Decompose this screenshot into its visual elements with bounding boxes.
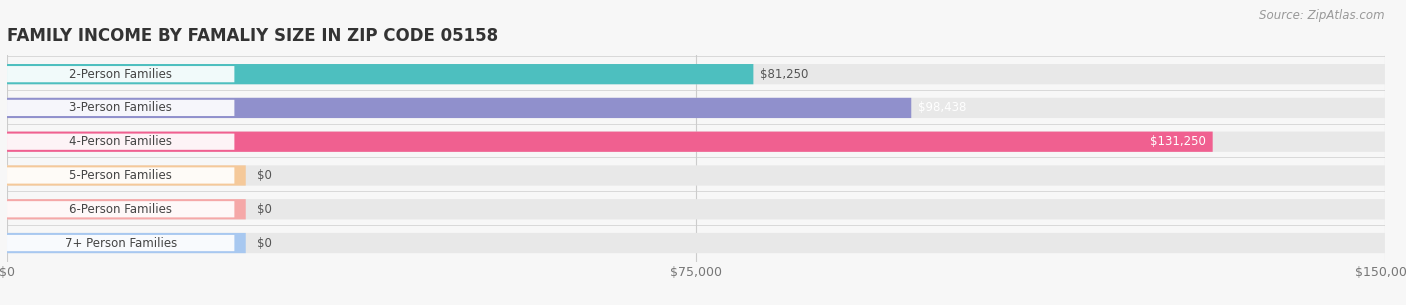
Text: $131,250: $131,250 <box>1150 135 1206 148</box>
Text: 5-Person Families: 5-Person Families <box>69 169 172 182</box>
FancyBboxPatch shape <box>7 199 246 219</box>
Text: $81,250: $81,250 <box>761 68 808 81</box>
FancyBboxPatch shape <box>7 201 235 217</box>
FancyBboxPatch shape <box>7 165 246 186</box>
FancyBboxPatch shape <box>7 165 1385 186</box>
Text: 2-Person Families: 2-Person Families <box>69 68 172 81</box>
Text: 7+ Person Families: 7+ Person Families <box>65 237 177 249</box>
FancyBboxPatch shape <box>7 100 235 116</box>
FancyBboxPatch shape <box>7 131 1385 152</box>
FancyBboxPatch shape <box>7 66 235 82</box>
Text: 3-Person Families: 3-Person Families <box>69 102 172 114</box>
Text: $0: $0 <box>257 237 271 249</box>
Text: FAMILY INCOME BY FAMALIY SIZE IN ZIP CODE 05158: FAMILY INCOME BY FAMALIY SIZE IN ZIP COD… <box>7 27 498 45</box>
FancyBboxPatch shape <box>7 199 1385 219</box>
FancyBboxPatch shape <box>7 134 235 150</box>
Text: 4-Person Families: 4-Person Families <box>69 135 172 148</box>
FancyBboxPatch shape <box>7 233 1385 253</box>
FancyBboxPatch shape <box>7 167 235 184</box>
Text: $0: $0 <box>257 169 271 182</box>
FancyBboxPatch shape <box>7 64 754 84</box>
FancyBboxPatch shape <box>7 98 1385 118</box>
FancyBboxPatch shape <box>7 131 1212 152</box>
FancyBboxPatch shape <box>7 233 246 253</box>
Text: Source: ZipAtlas.com: Source: ZipAtlas.com <box>1260 9 1385 22</box>
Text: $98,438: $98,438 <box>918 102 966 114</box>
Text: 6-Person Families: 6-Person Families <box>69 203 172 216</box>
FancyBboxPatch shape <box>7 64 1385 84</box>
FancyBboxPatch shape <box>7 98 911 118</box>
Text: $0: $0 <box>257 203 271 216</box>
FancyBboxPatch shape <box>7 235 235 251</box>
